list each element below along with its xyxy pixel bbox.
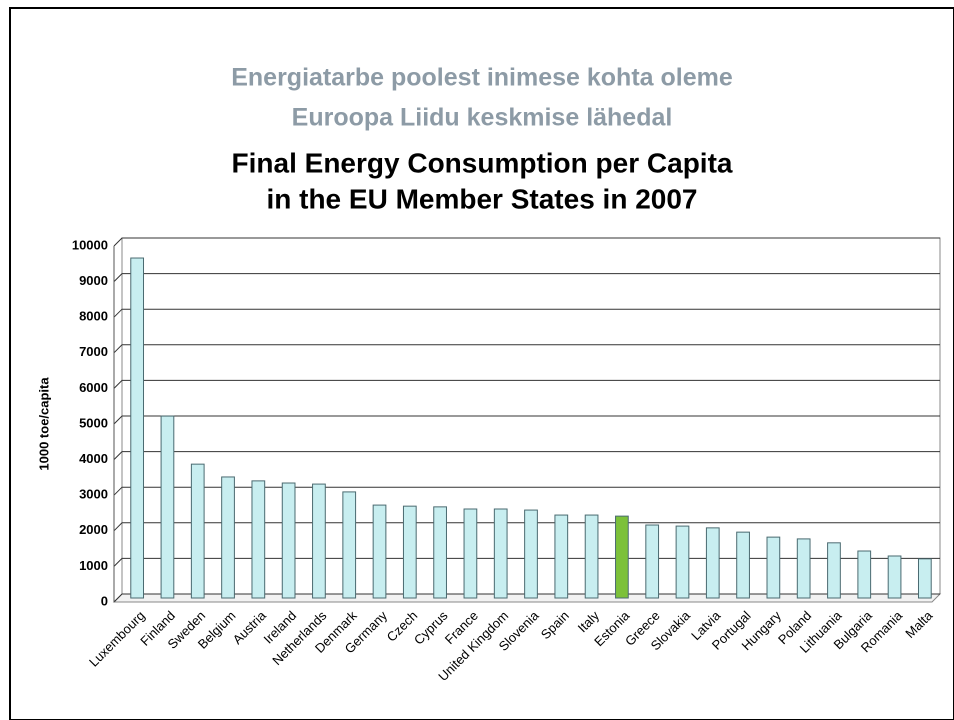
y-tick-label: 1000 (79, 558, 108, 573)
y-tick-label: 3000 (79, 487, 108, 502)
y-axis-label: 1000 toe/capita (36, 377, 51, 471)
bar (646, 525, 659, 598)
y-tick-label: 9000 (79, 273, 108, 288)
y-tick-label: 10000 (72, 237, 108, 252)
bar (161, 416, 174, 598)
y-tick-label: 7000 (79, 344, 108, 359)
bar (403, 506, 416, 598)
bar (767, 537, 780, 598)
bar (616, 516, 629, 598)
bar (373, 505, 386, 598)
bar (131, 258, 144, 598)
y-tick-label: 8000 (79, 309, 108, 324)
bar (525, 510, 538, 598)
bar (918, 559, 931, 598)
bar (585, 515, 598, 598)
chart-title: Final Energy Consumption per Capita (232, 147, 733, 178)
slide: Energiatarbe poolest inimese kohta oleme… (0, 0, 954, 720)
y-tick-label: 5000 (79, 415, 108, 430)
bar (555, 515, 568, 598)
chart-title: in the EU Member States in 2007 (266, 183, 697, 214)
bar (737, 532, 750, 598)
slide-title: Euroopa Liidu keskmise lähedal (292, 104, 673, 132)
y-tick-label: 2000 (79, 522, 108, 537)
bar (313, 484, 326, 598)
bar (676, 526, 689, 598)
bar (222, 477, 235, 598)
y-tick-label: 4000 (79, 451, 108, 466)
bar (828, 543, 841, 598)
bar (494, 509, 507, 598)
y-tick-label: 0 (101, 593, 108, 608)
bar (706, 528, 719, 598)
bar (252, 481, 265, 598)
bar (888, 556, 901, 598)
bar (434, 507, 447, 598)
bar (464, 509, 477, 598)
bar (191, 464, 204, 598)
bar (343, 492, 356, 598)
bar (858, 551, 871, 598)
bar (282, 483, 295, 598)
y-tick-label: 6000 (79, 380, 108, 395)
slide-title: Energiatarbe poolest inimese kohta oleme (231, 64, 733, 92)
bar (797, 539, 810, 598)
